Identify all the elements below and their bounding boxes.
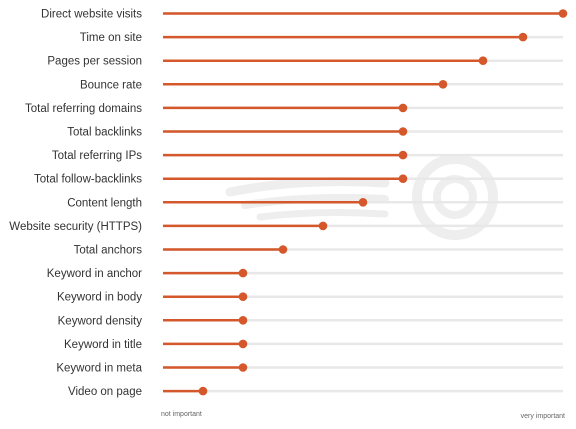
lollipop-row: Pages per session bbox=[47, 56, 563, 68]
lollipop-dot bbox=[238, 339, 248, 349]
category-label: Website security (HTTPS) bbox=[9, 221, 142, 233]
category-label: Keyword in title bbox=[64, 339, 142, 351]
lollipop-dot bbox=[558, 9, 568, 18]
lollipop-row: Content length bbox=[67, 197, 563, 209]
category-label: Total follow-backlinks bbox=[34, 174, 142, 186]
lollipop-row: Keyword density bbox=[58, 315, 563, 327]
lollipop-row: Total follow-backlinks bbox=[34, 174, 563, 186]
lollipop-row: Website security (HTTPS) bbox=[9, 221, 563, 233]
lollipop-row: Total referring IPs bbox=[52, 150, 563, 162]
lollipop-dot bbox=[318, 221, 328, 231]
category-label: Keyword in meta bbox=[56, 363, 142, 375]
category-label: Direct website visits bbox=[41, 9, 142, 21]
lollipop-dot bbox=[398, 174, 408, 183]
category-label: Total anchors bbox=[74, 245, 143, 257]
lollipop-dot bbox=[438, 80, 448, 89]
lollipop-dot bbox=[478, 56, 488, 65]
category-label: Total referring IPs bbox=[52, 150, 142, 162]
category-label: Content length bbox=[67, 197, 142, 209]
lollipop-row: Total backlinks bbox=[67, 127, 563, 139]
lollipop-dot bbox=[398, 103, 408, 113]
lollipop-row: Keyword in body bbox=[57, 292, 563, 304]
semrush-logo-icon bbox=[225, 154, 498, 240]
lollipop-row: Total anchors bbox=[74, 245, 563, 257]
lollipop-row: Keyword in title bbox=[64, 339, 563, 351]
category-label: Pages per session bbox=[47, 56, 142, 68]
axis-max-label: very important bbox=[521, 413, 565, 420]
lollipop-row: Bounce rate bbox=[80, 79, 563, 91]
lollipop-row: Time on site bbox=[80, 32, 563, 44]
lollipop-dot bbox=[238, 316, 248, 325]
lollipop-dot bbox=[398, 127, 408, 136]
category-label: Total backlinks bbox=[67, 127, 142, 139]
category-label: Keyword in body bbox=[57, 292, 142, 304]
rows-layer: Direct website visits Time on site Pages p… bbox=[9, 9, 568, 398]
lollipop-row: Direct website visits bbox=[41, 9, 568, 21]
axis-min-label: not important bbox=[161, 411, 202, 418]
lollipop-dot bbox=[198, 386, 208, 396]
lollipop-dot bbox=[358, 198, 368, 207]
lollipop-dot bbox=[238, 292, 248, 302]
lollipop-row: Keyword in meta bbox=[56, 363, 563, 375]
category-label: Keyword in anchor bbox=[47, 268, 142, 280]
lollipop-row: Keyword in anchor bbox=[47, 268, 563, 280]
category-label: Total referring domains bbox=[25, 103, 142, 115]
lollipop-row: Total referring domains bbox=[25, 103, 563, 115]
lollipop-dot bbox=[518, 32, 528, 42]
lollipop-row: Video on page bbox=[68, 386, 563, 398]
category-label: Video on page bbox=[68, 386, 142, 398]
category-label: Keyword density bbox=[58, 315, 143, 327]
lollipop-dot bbox=[238, 363, 248, 372]
category-label: Bounce rate bbox=[80, 79, 142, 91]
lollipop-dot bbox=[238, 268, 248, 278]
lollipop-dot bbox=[278, 245, 288, 254]
category-label: Time on site bbox=[80, 32, 142, 44]
lollipop-dot bbox=[398, 150, 408, 160]
